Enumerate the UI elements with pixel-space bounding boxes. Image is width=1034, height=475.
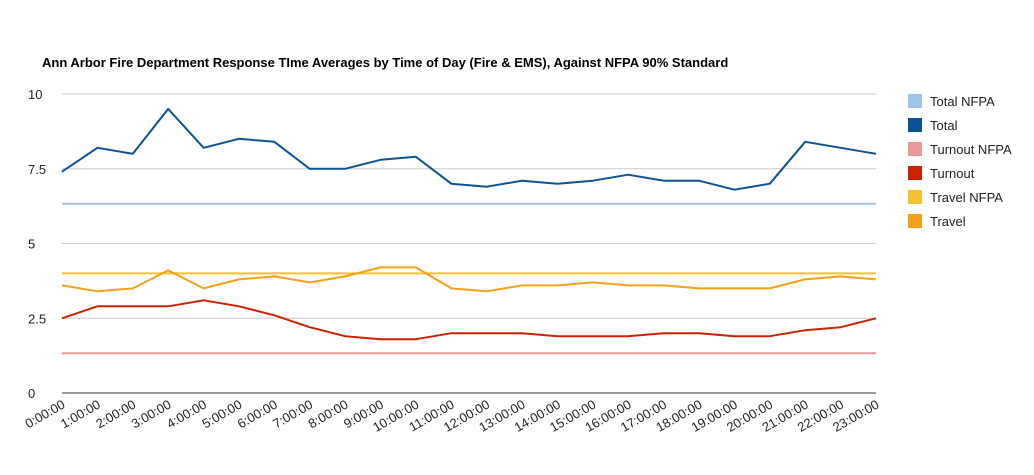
y-tick-label: 0	[28, 386, 35, 401]
series-line-turnout	[61, 299, 877, 341]
legend: Total NFPA Total Turnout NFPA Turnout Travel…	[908, 94, 1012, 229]
x-tick-label: 3:00:00	[129, 397, 174, 432]
legend-swatch	[908, 166, 922, 180]
legend-label: Total	[930, 118, 958, 133]
legend-label: Total NFPA	[930, 94, 995, 109]
legend-swatch	[908, 94, 922, 108]
legend-swatch	[908, 142, 922, 156]
x-tick-label: 2:00:00	[93, 397, 138, 432]
y-axis-ticks: 0 2.5 5 7.5 10	[28, 87, 46, 401]
series-line-total	[61, 107, 877, 191]
series-lines	[61, 107, 877, 355]
legend-label: Turnout	[930, 166, 975, 181]
x-tick-label: 6:00:00	[235, 397, 280, 432]
x-axis-ticks: 0:00:001:00:002:00:003:00:004:00:005:00:…	[22, 397, 881, 435]
x-tick-label: 5:00:00	[199, 397, 244, 432]
x-tick-label: 0:00:00	[22, 397, 67, 432]
x-tick-label: 1:00:00	[58, 397, 103, 432]
legend-label: Turnout NFPA	[930, 142, 1012, 157]
x-tick-label: 4:00:00	[164, 397, 209, 432]
grid-lines	[62, 93, 876, 394]
legend-swatch	[908, 118, 922, 132]
x-tick-label: 8:00:00	[306, 397, 351, 432]
legend-swatch	[908, 214, 922, 228]
y-tick-label: 10	[28, 87, 42, 102]
y-tick-label: 7.5	[28, 162, 46, 177]
x-tick-label: 7:00:00	[270, 397, 315, 432]
chart-title: Ann Arbor Fire Department Response TIme …	[42, 55, 728, 70]
legend-label: Travel	[930, 214, 966, 229]
y-tick-label: 5	[28, 237, 35, 252]
legend-label: Travel NFPA	[930, 190, 1003, 205]
y-tick-label: 2.5	[28, 311, 46, 326]
series-line-travel	[61, 266, 877, 293]
legend-swatch	[908, 190, 922, 204]
